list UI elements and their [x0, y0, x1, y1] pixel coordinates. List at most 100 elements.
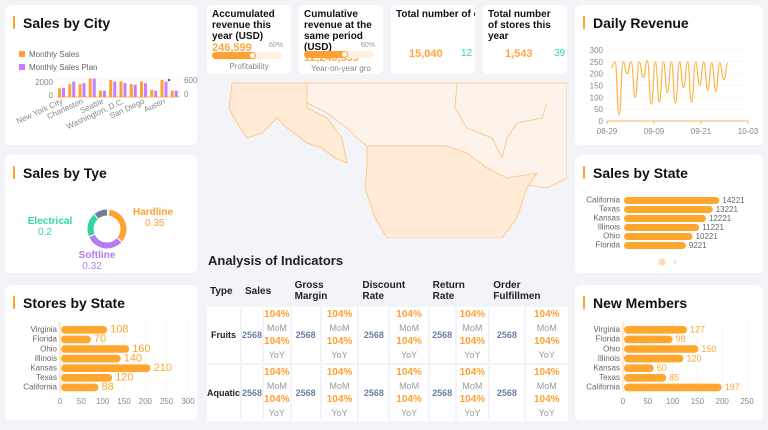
- yoy-label: YoY: [538, 408, 555, 418]
- mom-label: MoM: [266, 323, 287, 333]
- column-header: Discount Rate: [362, 280, 406, 302]
- y-tick-left: 0: [49, 91, 54, 100]
- map-region-alaska: [228, 82, 348, 164]
- bar-plan: [103, 90, 106, 97]
- daily-revenue-chart: 300 250 200 150 100 50 008-29 09-09 09-21 10-03: [590, 46, 759, 136]
- mom-label: MoM: [462, 323, 483, 333]
- y-tick-label: 50: [594, 105, 603, 114]
- progress-bar: [212, 52, 282, 59]
- bar-value: 85: [669, 373, 679, 383]
- row-type: Fruits: [207, 307, 241, 363]
- y-tick-label: 200: [590, 70, 604, 79]
- kpi-extra: 39: [554, 48, 566, 59]
- x-tick-label: 200: [139, 397, 153, 406]
- bar-plan: [174, 90, 178, 97]
- mom-label: MoM: [536, 323, 557, 333]
- legend-label: Monthly Sales: [29, 50, 79, 59]
- category-label: Virginia: [30, 325, 57, 334]
- sales-by-state-card: Sales by State California 14221 Texas 13221…: [575, 155, 763, 273]
- bar-plan: [82, 83, 86, 97]
- mom-value: 104%: [459, 367, 486, 378]
- bar: [61, 326, 108, 334]
- x-tick-label: 300: [181, 397, 195, 406]
- north-america-map[interactable]: [207, 78, 567, 238]
- x-tick-label: 09-09: [644, 127, 665, 136]
- card-title: Daily Revenue: [583, 15, 689, 31]
- bar: [624, 242, 686, 249]
- kpi-extra: 12: [461, 48, 473, 59]
- bar-value: 11221: [702, 223, 724, 232]
- yoy-value: 104%: [533, 394, 560, 405]
- new-members-card: New Members 0 50 100 150 200 250 Virginia 127 Fl…: [575, 285, 763, 420]
- metric-value: 2568: [429, 307, 455, 363]
- mom-label: MoM: [536, 381, 557, 391]
- category-label: Texas: [599, 373, 620, 382]
- metric-change: 104% MoM 104% YoY: [525, 307, 568, 363]
- bar-plan: [164, 81, 168, 97]
- bar-plan: [113, 81, 117, 97]
- bar-value: 12221: [709, 214, 732, 223]
- category-label: California: [586, 196, 620, 205]
- legend-label: Monthly Sales Plan: [29, 63, 97, 72]
- analysis-title: Analysis of Indicators: [208, 253, 344, 268]
- metric-value: 2568: [291, 307, 320, 363]
- category-label: Kansas: [593, 214, 620, 223]
- bar: [61, 354, 121, 363]
- column-header: Sales: [245, 285, 272, 297]
- donut-slice: [106, 208, 110, 217]
- legend-swatch: [19, 51, 25, 57]
- y-tick-label: 0: [599, 117, 604, 126]
- yoy-value: 104%: [264, 336, 290, 347]
- mom-value: 104%: [396, 309, 422, 320]
- x-tick-label: 08-29: [597, 127, 618, 136]
- bar-plan: [72, 81, 76, 97]
- bar: [624, 335, 673, 344]
- yoy-label: YoY: [538, 350, 555, 360]
- bar-value: 13221: [716, 205, 739, 214]
- category-label: Virginia: [593, 325, 620, 334]
- metric-change: 104% MoM 104% YoY: [321, 307, 358, 363]
- yoy-value: 104%: [459, 394, 486, 405]
- bar-plan: [133, 84, 137, 97]
- x-tick-label: 0: [621, 397, 626, 406]
- map-region-usa: [364, 145, 538, 238]
- mom-value: 104%: [533, 309, 560, 320]
- mom-value: 104%: [264, 309, 290, 320]
- bar: [61, 335, 91, 344]
- page-dot[interactable]: [673, 260, 677, 264]
- column-header: Order Fulfillmen: [493, 280, 541, 302]
- bar-sales: [68, 84, 72, 97]
- table-row: Fruits 2568 104% MoM 104% YoY 2568 104% MoM 104% Y…: [207, 307, 568, 363]
- yoy-label: YoY: [400, 408, 418, 418]
- page-dot-active[interactable]: [658, 258, 666, 266]
- x-tick-label: 50: [643, 397, 652, 406]
- bar-sales: [99, 90, 102, 97]
- slice-value: 0.32: [82, 261, 102, 272]
- kpi-accumulated-revenue: Accumulated revenue this year (USD) 246,…: [207, 5, 291, 74]
- slice-value: 0.2: [38, 227, 52, 238]
- bar-sales: [78, 84, 82, 97]
- bar-sales: [160, 79, 164, 97]
- bar: [624, 215, 706, 222]
- category-label: Florida: [33, 335, 58, 344]
- kpi-value: 15,040: [409, 48, 443, 60]
- bar-value: 60: [657, 363, 667, 373]
- bar: [61, 383, 99, 392]
- bar: [624, 383, 722, 392]
- bar: [624, 354, 684, 363]
- kpi-title: Cumulative revenue at the same period (U…: [304, 9, 372, 53]
- indicators-table: Type Sales Gross Margin Discount Rate Return…: [205, 275, 570, 423]
- x-tick-label: 50: [77, 397, 86, 406]
- mom-value: 104%: [326, 367, 353, 378]
- category-label: Kansas: [30, 364, 57, 373]
- stores-by-state-chart: 0 50 100 150 200 250 300 Virginia 108 Florida 70 Oh…: [23, 322, 195, 406]
- metric-change: 104% MoM 104% YoY: [321, 365, 358, 421]
- x-tick-label: 150: [117, 397, 131, 406]
- x-tick-label: 0: [58, 397, 63, 406]
- category-label: Illinois: [598, 223, 620, 232]
- yoy-value: 104%: [396, 336, 422, 347]
- x-tick-label: 10-03: [738, 127, 759, 136]
- bar-value: 9221: [689, 241, 707, 250]
- yoy-label: YoY: [331, 350, 348, 360]
